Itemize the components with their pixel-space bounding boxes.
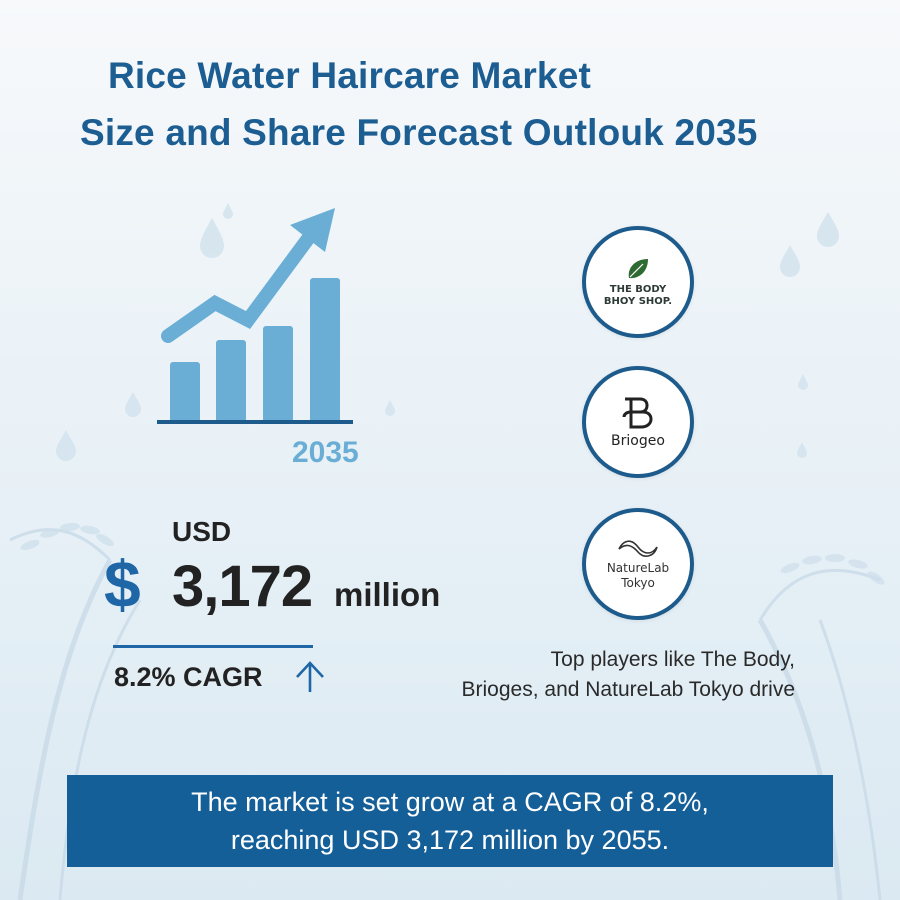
summary-banner: The market is set grow at a CAGR of 8.2%… xyxy=(67,775,833,867)
currency-label: USD xyxy=(172,516,232,547)
logo-text-line: Tokyo xyxy=(621,576,655,590)
logo-naturelab-tokyo: NatureLab Tokyo xyxy=(582,508,694,620)
bar-chart-with-rising-arrow-icon xyxy=(157,208,353,424)
logo-text-line: THE BODY xyxy=(609,284,667,295)
logo-text-line: BHOY SHOP. xyxy=(603,296,673,307)
leaf-icon xyxy=(628,259,648,279)
logo-text: Briogeo xyxy=(611,433,665,449)
banner-line-2: reaching USD 3,172 million by 2055. xyxy=(230,825,670,855)
logo-the-body-shop: THE BODY BHOY SHOP. xyxy=(582,226,694,338)
logo-briogeo: Briogeo xyxy=(582,366,694,478)
arrow-up-icon xyxy=(296,661,324,692)
logo-text-line: NatureLab xyxy=(606,561,670,575)
market-size-value: 3,172 xyxy=(172,554,313,619)
letter-b-icon xyxy=(622,397,653,429)
market-size-unit: million xyxy=(334,576,441,613)
banner-line-1: The market is set grow at a CAGR of 8.2%… xyxy=(191,787,709,817)
cagr-label: 8.2% CAGR xyxy=(114,662,263,692)
page-title-line-2: Size and Share Forecast Outlouk 2035 xyxy=(80,112,758,153)
forecast-year-label: 2035 xyxy=(292,436,359,469)
top-players-caption: Top players like The Body, Brioges, and … xyxy=(400,645,795,705)
wave-icon xyxy=(618,540,658,557)
divider xyxy=(113,645,313,648)
caption-line: Brioges, and NatureLab Tokyo drive xyxy=(461,678,795,701)
dollar-sign-icon: $ xyxy=(104,547,141,621)
caption-line: Top players like The Body, xyxy=(550,648,795,671)
page-title-line-1: Rice Water Haircare Market xyxy=(108,55,592,96)
